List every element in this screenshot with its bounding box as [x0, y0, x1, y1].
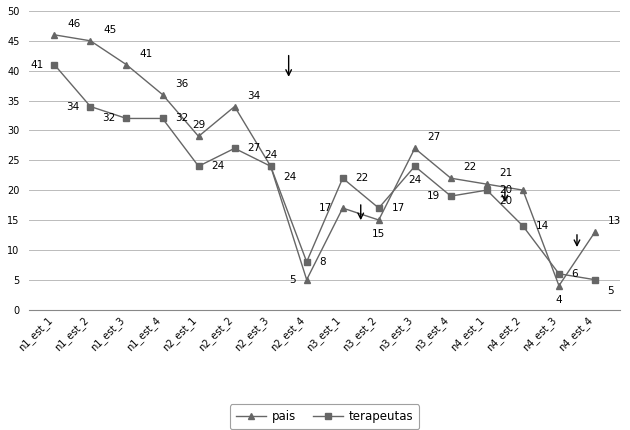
Text: 22: 22: [355, 173, 369, 183]
Text: 5: 5: [289, 275, 296, 285]
Text: 22: 22: [464, 162, 477, 172]
Text: 20: 20: [499, 185, 512, 195]
Text: 29: 29: [192, 120, 205, 130]
Text: 21: 21: [500, 168, 513, 178]
Text: 36: 36: [175, 79, 188, 89]
Text: 5: 5: [607, 286, 614, 296]
Text: 24: 24: [264, 150, 277, 160]
Text: 45: 45: [103, 25, 117, 35]
Text: 13: 13: [607, 216, 621, 226]
Text: 27: 27: [247, 143, 260, 154]
Text: 24: 24: [408, 175, 421, 185]
Text: 17: 17: [391, 203, 404, 213]
Text: 41: 41: [30, 60, 43, 70]
Text: 41: 41: [139, 49, 152, 59]
Text: 24: 24: [211, 161, 224, 171]
Legend: pais, terapeutas: pais, terapeutas: [230, 404, 420, 429]
Text: 14: 14: [536, 221, 549, 231]
Text: 34: 34: [66, 101, 79, 111]
Text: 24: 24: [284, 172, 297, 182]
Text: 6: 6: [571, 269, 578, 279]
Text: 46: 46: [67, 19, 80, 29]
Text: 34: 34: [247, 91, 260, 101]
Text: 17: 17: [319, 203, 332, 213]
Text: 15: 15: [372, 229, 386, 239]
Text: 32: 32: [175, 114, 188, 123]
Text: 19: 19: [427, 191, 440, 201]
Text: 20: 20: [500, 196, 513, 206]
Text: 27: 27: [427, 132, 440, 142]
Text: 4: 4: [556, 295, 562, 305]
Text: 32: 32: [103, 114, 116, 123]
Text: 8: 8: [319, 257, 326, 267]
